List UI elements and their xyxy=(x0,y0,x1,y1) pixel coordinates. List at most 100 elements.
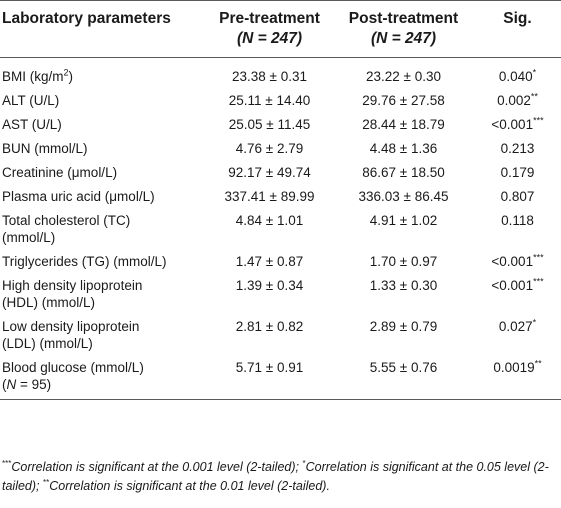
table-row: Blood glucose (mmol/L) (N = 95) 5.71 ± 0.9… xyxy=(0,355,561,400)
cell-significance: 0.002** xyxy=(474,88,561,112)
significance-value: 0.002 xyxy=(497,93,531,108)
significance-value: <0.001 xyxy=(491,254,534,269)
cell-post-treatment: 4.48 ± 1.36 xyxy=(369,141,438,156)
header-post-treatment: Post-treatment (N = 247) xyxy=(333,0,474,58)
header-pre-treatment: Pre-treatment (N = 247) xyxy=(206,0,333,58)
footnote-text-005: Correlation is significant at the 0.05 l… xyxy=(2,460,549,493)
table-row: Total cholesterol (TC) (mmol/L) 4.84 ± 1.0… xyxy=(0,208,561,249)
header-post-label: Post-treatment xyxy=(348,10,459,27)
cell-significance: <0.001*** xyxy=(474,273,561,314)
cell-pre-treatment: 5.71 ± 0.91 xyxy=(206,355,333,400)
parameter-name: High density lipoprotein xyxy=(2,278,143,293)
cell-significance: 0.807 xyxy=(474,184,561,208)
table-row: Low density lipoprotein (LDL) (mmol/L) 2.8… xyxy=(0,314,561,355)
cell-significance: 0.118 xyxy=(474,208,561,249)
parameter-name-line2: (N = 95) xyxy=(2,377,52,392)
footnote-text-01: Correlation is significant at the 0.01 l… xyxy=(49,479,330,493)
cell-pre-treatment: 4.76 ± 2.79 xyxy=(235,141,304,156)
cell-parameter: AST (U/L) xyxy=(0,112,206,136)
parameter-name: AST (U/L) xyxy=(2,117,62,132)
cell-significance: <0.001*** xyxy=(474,112,561,136)
cell-post-treatment: 29.76 ± 27.58 xyxy=(362,93,445,108)
parameter-name: BMI (kg/m xyxy=(2,69,64,84)
parameter-name-line2: (HDL) (mmol/L) xyxy=(2,295,95,310)
header-post-n-value: = 247) xyxy=(387,30,437,47)
cell-post-treatment: 5.55 ± 0.76 xyxy=(333,355,474,400)
table-body: BMI (kg/m2) 23.38 ± 0.31 23.22 ± 0.30 0.040… xyxy=(0,58,561,400)
cell-significance: 0.213 xyxy=(474,136,561,160)
cell-significance: 0.0019** xyxy=(474,355,561,400)
cell-parameter: BUN (mmol/L) xyxy=(0,136,206,160)
cell-significance: 0.179 xyxy=(474,160,561,184)
header-post-n-var: N xyxy=(376,30,388,47)
cell-pre-treatment: 25.05 ± 11.45 xyxy=(228,117,311,132)
significance-value: <0.001 xyxy=(491,278,534,293)
significance-marker: ** xyxy=(530,91,538,102)
table-row: BMI (kg/m2) 23.38 ± 0.31 23.22 ± 0.30 0.040… xyxy=(0,58,561,89)
cell-pre-treatment: 92.17 ± 49.74 xyxy=(228,165,311,180)
parameter-name: Blood glucose (mmol/L) xyxy=(2,360,144,375)
table-row: Plasma uric acid (μmol/L) 337.41 ± 89.99 3… xyxy=(0,184,561,208)
cell-parameter: High density lipoprotein (HDL) (mmol/L) xyxy=(0,273,206,314)
cell-significance: <0.001*** xyxy=(474,249,561,273)
significance-value: <0.001 xyxy=(491,117,534,132)
significance-marker: ** xyxy=(534,358,542,369)
cell-significance: 0.040* xyxy=(474,58,561,89)
table-row: High density lipoprotein (HDL) (mmol/L) 1.… xyxy=(0,273,561,314)
table-row: Creatinine (μmol/L) 92.17 ± 49.74 86.67 ± … xyxy=(0,160,561,184)
significance-value: 0.040 xyxy=(498,69,533,84)
parameter-name-line2: (LDL) (mmol/L) xyxy=(2,336,93,351)
parameter-name: Low density lipoprotein xyxy=(2,319,140,334)
cell-pre-treatment: 25.11 ± 14.40 xyxy=(228,93,311,108)
sample-size-variable: N xyxy=(6,377,17,392)
significance-value: 0.0019 xyxy=(493,360,535,375)
footnote-mark-005: * xyxy=(302,458,306,468)
parameter-name-suffix: ) xyxy=(68,69,74,84)
cell-post-treatment: 86.67 ± 18.50 xyxy=(362,165,445,180)
significance-marker: * xyxy=(532,67,537,78)
cell-parameter: Triglycerides (TG) (mmol/L) xyxy=(0,249,206,273)
table-row: Triglycerides (TG) (mmol/L) 1.47 ± 0.87 1.… xyxy=(0,249,561,273)
parameter-name: ALT (U/L) xyxy=(2,93,60,108)
footnote-text-001: Correlation is significant at the 0.001 … xyxy=(11,460,303,474)
cell-pre-treatment: 2.81 ± 0.82 xyxy=(235,319,304,334)
significance-value: 0.027 xyxy=(498,319,533,334)
cell-parameter: Creatinine (μmol/L) xyxy=(0,160,206,184)
cell-pre-treatment: 1.39 ± 0.34 xyxy=(235,278,304,293)
header-row: Laboratory parameters Pre-treatment (N =… xyxy=(0,0,561,58)
cell-significance: 0.027* xyxy=(474,314,561,355)
cell-parameter: ALT (U/L) xyxy=(0,88,206,112)
cell-pre-treatment: 23.38 ± 0.31 xyxy=(232,69,307,84)
laboratory-parameters-table-container: Laboratory parameters Pre-treatment (N =… xyxy=(0,0,561,400)
table-row: AST (U/L) 25.05 ± 11.45 28.44 ± 18.79 <0.00… xyxy=(0,112,561,136)
parameter-name: BUN (mmol/L) xyxy=(2,141,88,156)
significance-value: 0.179 xyxy=(500,165,535,180)
cell-parameter: Blood glucose (mmol/L) (N = 95) xyxy=(0,355,206,400)
header-pre-label: Pre-treatment xyxy=(219,10,320,27)
cell-post-treatment: 4.91 ± 1.02 xyxy=(369,213,438,228)
cell-parameter: Plasma uric acid (μmol/L) xyxy=(0,184,206,208)
header-pre-n: (N = 247) xyxy=(206,29,333,49)
parameter-name-line2: (mmol/L) xyxy=(2,230,56,245)
table-header: Laboratory parameters Pre-treatment (N =… xyxy=(0,0,561,58)
cell-pre-treatment: 1.47 ± 0.87 xyxy=(235,254,304,269)
header-pre-n-var: N xyxy=(242,30,254,47)
cell-pre-treatment: 337.41 ± 89.99 xyxy=(224,189,315,204)
table-row: ALT (U/L) 25.11 ± 14.40 29.76 ± 27.58 0.002… xyxy=(0,88,561,112)
cell-post-treatment: 28.44 ± 18.79 xyxy=(362,117,445,132)
cell-post-treatment: 1.33 ± 0.30 xyxy=(369,278,438,293)
header-parameter: Laboratory parameters xyxy=(0,0,206,58)
table-footnote: ***Correlation is significant at the 0.0… xyxy=(2,458,558,496)
significance-marker: *** xyxy=(533,115,544,126)
cell-post-treatment: 1.70 ± 0.97 xyxy=(369,254,438,269)
parameter-name: Creatinine (μmol/L) xyxy=(2,165,118,180)
parameter-name: Plasma uric acid (μmol/L) xyxy=(2,189,155,204)
cell-post-treatment: 336.03 ± 86.45 xyxy=(358,189,449,204)
cell-parameter: BMI (kg/m2) xyxy=(0,58,206,89)
footnote-mark-001: *** xyxy=(2,458,12,468)
significance-marker: * xyxy=(532,317,537,328)
cell-post-treatment: 23.22 ± 0.30 xyxy=(366,69,441,84)
header-post-n-open: ( xyxy=(370,30,377,47)
header-significance: Sig. xyxy=(474,0,561,58)
header-pre-n-open: ( xyxy=(236,30,243,47)
